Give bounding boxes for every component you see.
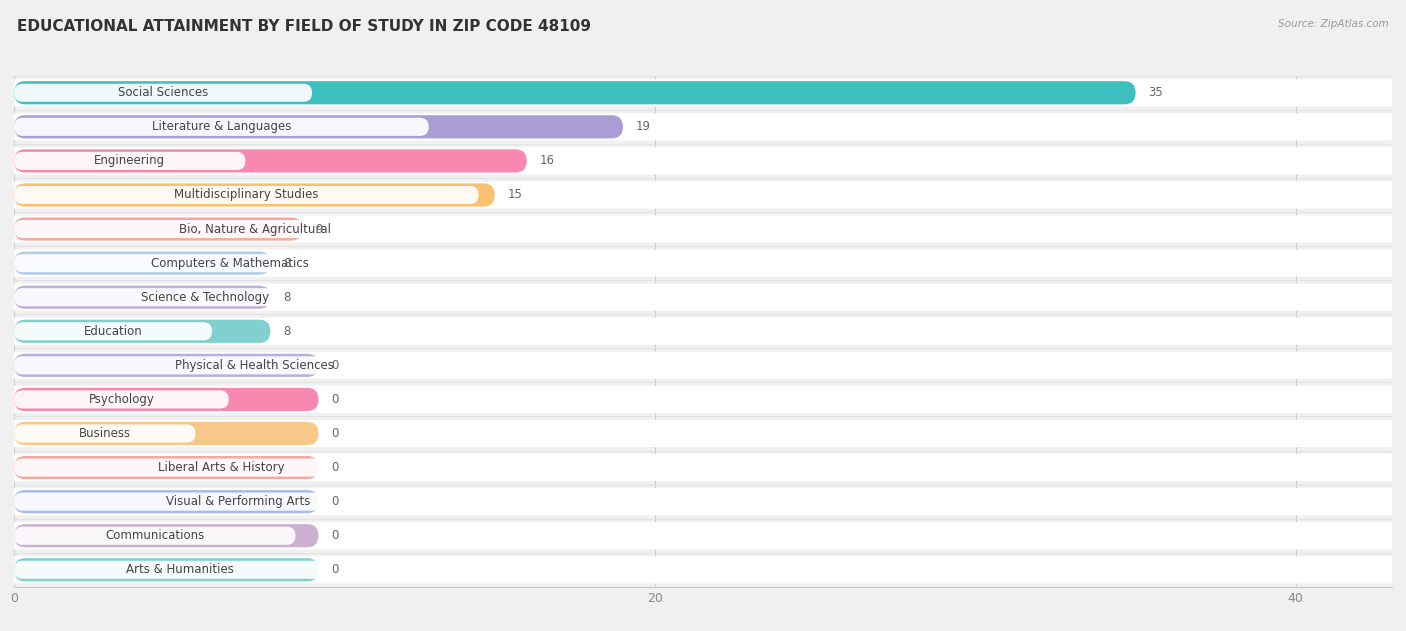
- FancyBboxPatch shape: [14, 215, 1392, 243]
- FancyBboxPatch shape: [14, 79, 1392, 107]
- Text: 19: 19: [636, 121, 651, 133]
- FancyBboxPatch shape: [14, 459, 429, 476]
- Text: 8: 8: [283, 325, 291, 338]
- Text: 16: 16: [540, 155, 554, 167]
- FancyBboxPatch shape: [14, 425, 195, 442]
- Text: 0: 0: [332, 461, 339, 474]
- Text: Multidisciplinary Studies: Multidisciplinary Studies: [174, 189, 319, 201]
- Text: Arts & Humanities: Arts & Humanities: [125, 563, 233, 576]
- Text: Science & Technology: Science & Technology: [141, 291, 269, 304]
- FancyBboxPatch shape: [14, 81, 1136, 104]
- Text: Visual & Performing Arts: Visual & Performing Arts: [166, 495, 311, 508]
- Text: Computers & Mathematics: Computers & Mathematics: [150, 257, 309, 269]
- Text: Bio, Nature & Agricultural: Bio, Nature & Agricultural: [179, 223, 330, 235]
- Text: 9: 9: [315, 223, 323, 235]
- FancyBboxPatch shape: [14, 490, 319, 513]
- Text: Engineering: Engineering: [94, 155, 166, 167]
- FancyBboxPatch shape: [14, 286, 270, 309]
- FancyBboxPatch shape: [14, 322, 212, 340]
- FancyBboxPatch shape: [14, 556, 1392, 584]
- Text: Social Sciences: Social Sciences: [118, 86, 208, 99]
- FancyBboxPatch shape: [14, 386, 1392, 413]
- Text: 0: 0: [332, 529, 339, 542]
- Text: 35: 35: [1149, 86, 1163, 99]
- Text: Psychology: Psychology: [89, 393, 155, 406]
- Text: EDUCATIONAL ATTAINMENT BY FIELD OF STUDY IN ZIP CODE 48109: EDUCATIONAL ATTAINMENT BY FIELD OF STUDY…: [17, 19, 591, 34]
- FancyBboxPatch shape: [14, 115, 623, 138]
- FancyBboxPatch shape: [14, 354, 319, 377]
- FancyBboxPatch shape: [14, 391, 229, 408]
- FancyBboxPatch shape: [14, 422, 319, 445]
- Text: Literature & Languages: Literature & Languages: [152, 121, 291, 133]
- FancyBboxPatch shape: [14, 561, 346, 579]
- FancyBboxPatch shape: [14, 249, 1392, 277]
- Text: 0: 0: [332, 563, 339, 576]
- Text: 0: 0: [332, 427, 339, 440]
- FancyBboxPatch shape: [14, 254, 446, 272]
- FancyBboxPatch shape: [14, 283, 1392, 311]
- FancyBboxPatch shape: [14, 317, 1392, 345]
- Text: Education: Education: [84, 325, 142, 338]
- Text: 0: 0: [332, 393, 339, 406]
- FancyBboxPatch shape: [14, 252, 270, 274]
- FancyBboxPatch shape: [14, 524, 319, 547]
- FancyBboxPatch shape: [14, 184, 495, 206]
- Text: 0: 0: [332, 359, 339, 372]
- FancyBboxPatch shape: [14, 388, 319, 411]
- FancyBboxPatch shape: [14, 150, 527, 172]
- FancyBboxPatch shape: [14, 493, 463, 510]
- Text: Source: ZipAtlas.com: Source: ZipAtlas.com: [1278, 19, 1389, 29]
- Text: 8: 8: [283, 291, 291, 304]
- FancyBboxPatch shape: [14, 118, 429, 136]
- FancyBboxPatch shape: [14, 527, 295, 545]
- FancyBboxPatch shape: [14, 558, 319, 581]
- FancyBboxPatch shape: [14, 357, 495, 374]
- FancyBboxPatch shape: [14, 186, 478, 204]
- FancyBboxPatch shape: [14, 488, 1392, 516]
- Text: 8: 8: [283, 257, 291, 269]
- Text: Liberal Arts & History: Liberal Arts & History: [157, 461, 284, 474]
- FancyBboxPatch shape: [14, 84, 312, 102]
- Text: 0: 0: [332, 495, 339, 508]
- FancyBboxPatch shape: [14, 522, 1392, 550]
- FancyBboxPatch shape: [14, 220, 495, 238]
- FancyBboxPatch shape: [14, 320, 270, 343]
- FancyBboxPatch shape: [14, 420, 1392, 447]
- FancyBboxPatch shape: [14, 113, 1392, 141]
- FancyBboxPatch shape: [14, 454, 1392, 481]
- FancyBboxPatch shape: [14, 152, 246, 170]
- Text: Communications: Communications: [105, 529, 204, 542]
- FancyBboxPatch shape: [14, 147, 1392, 175]
- Text: Business: Business: [79, 427, 131, 440]
- FancyBboxPatch shape: [14, 181, 1392, 209]
- FancyBboxPatch shape: [14, 218, 302, 240]
- Text: 15: 15: [508, 189, 523, 201]
- FancyBboxPatch shape: [14, 288, 395, 306]
- Text: Physical & Health Sciences: Physical & Health Sciences: [176, 359, 335, 372]
- FancyBboxPatch shape: [14, 456, 319, 479]
- FancyBboxPatch shape: [14, 351, 1392, 379]
